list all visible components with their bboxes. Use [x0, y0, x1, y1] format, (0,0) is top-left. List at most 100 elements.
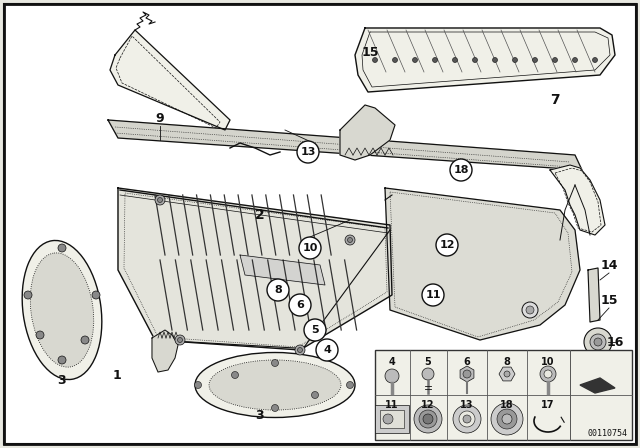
Circle shape	[452, 57, 458, 63]
Circle shape	[346, 382, 353, 388]
Circle shape	[232, 371, 239, 379]
Circle shape	[177, 337, 182, 343]
Polygon shape	[110, 30, 230, 130]
Polygon shape	[588, 268, 600, 322]
Text: 12: 12	[421, 400, 435, 410]
Text: 18: 18	[500, 400, 514, 410]
Circle shape	[422, 284, 444, 306]
Circle shape	[590, 334, 606, 350]
Bar	[375, 350, 632, 440]
Text: 4: 4	[323, 345, 331, 355]
Text: 18: 18	[453, 165, 468, 175]
Circle shape	[157, 198, 163, 202]
Circle shape	[271, 359, 278, 366]
Circle shape	[316, 339, 338, 361]
Text: 5: 5	[424, 357, 431, 367]
Circle shape	[504, 371, 510, 377]
Circle shape	[271, 405, 278, 412]
Circle shape	[195, 382, 202, 388]
Text: 3: 3	[256, 409, 264, 422]
Text: 8: 8	[504, 357, 511, 367]
Text: 10: 10	[541, 357, 555, 367]
Circle shape	[414, 405, 442, 433]
Circle shape	[593, 57, 598, 63]
Circle shape	[540, 366, 556, 382]
Text: 7: 7	[550, 93, 560, 107]
Circle shape	[532, 57, 538, 63]
Ellipse shape	[22, 241, 102, 379]
Circle shape	[544, 370, 552, 378]
Ellipse shape	[209, 360, 341, 410]
Circle shape	[522, 302, 538, 318]
Text: 11: 11	[385, 400, 399, 410]
Circle shape	[299, 237, 321, 259]
Circle shape	[36, 331, 44, 339]
Circle shape	[175, 335, 185, 345]
Circle shape	[502, 414, 512, 424]
Circle shape	[552, 57, 557, 63]
Circle shape	[297, 141, 319, 163]
Text: 1: 1	[113, 369, 122, 382]
Text: 2: 2	[255, 208, 265, 222]
Circle shape	[472, 57, 477, 63]
Text: 15: 15	[600, 293, 618, 306]
Circle shape	[573, 57, 577, 63]
Text: 15: 15	[361, 46, 379, 59]
Text: 8: 8	[274, 285, 282, 295]
Text: 4: 4	[388, 357, 396, 367]
Circle shape	[423, 414, 433, 424]
Text: 12: 12	[439, 240, 455, 250]
Polygon shape	[355, 28, 615, 92]
Text: 17: 17	[541, 400, 555, 410]
Ellipse shape	[195, 353, 355, 418]
Circle shape	[450, 159, 472, 181]
Circle shape	[526, 306, 534, 314]
Circle shape	[348, 237, 353, 242]
Text: 13: 13	[460, 400, 474, 410]
Circle shape	[289, 294, 311, 316]
Bar	[380, 410, 404, 428]
Circle shape	[436, 234, 458, 256]
Polygon shape	[550, 165, 605, 235]
Polygon shape	[118, 188, 392, 350]
Bar	[375, 405, 409, 433]
Circle shape	[392, 57, 397, 63]
Text: 16: 16	[606, 336, 624, 349]
Text: 10: 10	[302, 243, 317, 253]
Polygon shape	[385, 188, 580, 340]
Circle shape	[493, 57, 497, 63]
Polygon shape	[580, 378, 615, 393]
Circle shape	[155, 195, 165, 205]
Circle shape	[92, 291, 100, 299]
Polygon shape	[108, 120, 582, 170]
Circle shape	[584, 328, 612, 356]
Circle shape	[413, 57, 417, 63]
Circle shape	[385, 369, 399, 383]
Circle shape	[497, 409, 517, 429]
Circle shape	[24, 291, 32, 299]
Circle shape	[372, 57, 378, 63]
Circle shape	[298, 348, 303, 353]
Text: 6: 6	[296, 300, 304, 310]
Circle shape	[345, 235, 355, 245]
Circle shape	[58, 244, 66, 252]
Polygon shape	[340, 105, 395, 160]
Text: 14: 14	[600, 258, 618, 271]
Ellipse shape	[30, 253, 93, 367]
Circle shape	[463, 370, 471, 378]
Text: 5: 5	[311, 325, 319, 335]
Text: 13: 13	[300, 147, 316, 157]
Circle shape	[58, 356, 66, 364]
Text: 3: 3	[58, 374, 67, 387]
Circle shape	[453, 405, 481, 433]
Circle shape	[81, 336, 89, 344]
Circle shape	[422, 368, 434, 380]
Text: 6: 6	[463, 357, 470, 367]
Circle shape	[267, 279, 289, 301]
Circle shape	[513, 57, 518, 63]
Polygon shape	[240, 255, 325, 285]
Circle shape	[295, 345, 305, 355]
Circle shape	[459, 411, 475, 427]
Circle shape	[491, 403, 523, 435]
Circle shape	[419, 410, 437, 428]
